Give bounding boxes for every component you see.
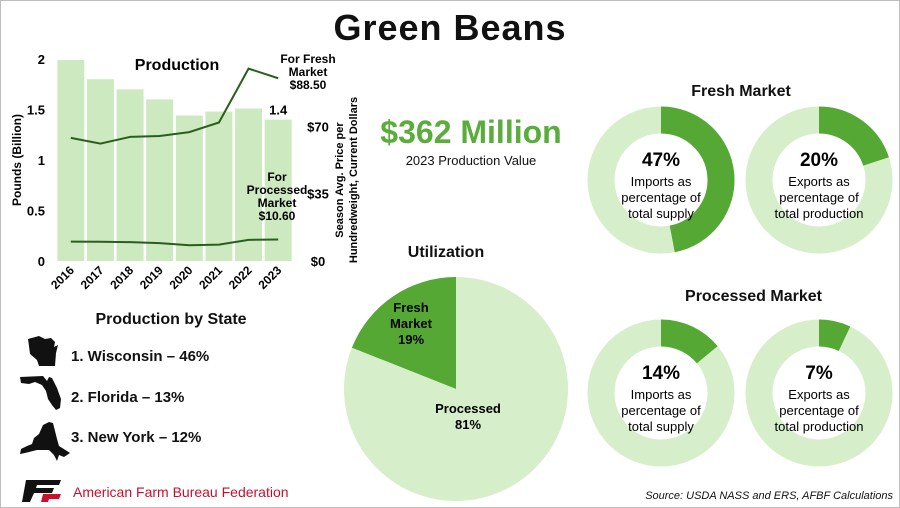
pie-slice-fresh bbox=[351, 277, 456, 389]
y-tick-label: 0 bbox=[38, 254, 45, 269]
afbf-logo-icon bbox=[22, 480, 61, 502]
source-note: Source: USDA NASS and ERS, AFBF Calculat… bbox=[645, 490, 893, 502]
processed-series-label: For Processed Market $10.60 bbox=[247, 170, 308, 223]
x-tick-label: 2021 bbox=[196, 263, 225, 292]
donut-percent: 14% bbox=[642, 363, 680, 384]
donut-arc bbox=[660, 319, 718, 364]
florida-shape-icon bbox=[20, 376, 61, 410]
trade-donuts: 47% Imports as percentage of total supply 20… bbox=[587, 106, 893, 467]
y2-tick-label: $35 bbox=[307, 187, 329, 202]
pie-label-fresh: Fresh Market 19% bbox=[390, 300, 433, 347]
fresh-series-label: For Fresh Market $88.50 bbox=[280, 52, 335, 92]
y-tick-label: 1.5 bbox=[27, 103, 45, 118]
donut-caption: Exports as percentage of total production bbox=[775, 174, 864, 221]
processed-market-title: Processed Market bbox=[685, 288, 822, 305]
y-tick-label: 1 bbox=[38, 153, 45, 168]
x-tick-label: 2023 bbox=[256, 263, 285, 292]
production-bar bbox=[235, 108, 263, 262]
x-tick-label: 2018 bbox=[107, 263, 136, 292]
x-tick-label: 2016 bbox=[48, 263, 77, 292]
donut-percent: 7% bbox=[805, 363, 833, 384]
production-bar bbox=[86, 79, 114, 261]
new-york-shape-icon bbox=[20, 422, 70, 461]
y-axis-label: Pounds (Billion) bbox=[10, 114, 24, 206]
pie-label-processed: Processed 81% bbox=[435, 401, 501, 432]
states-title: Production by State bbox=[95, 311, 247, 328]
production-chart-title: Production bbox=[135, 57, 219, 74]
fresh-price-line bbox=[70, 67, 279, 145]
x-tick-label: 2019 bbox=[137, 263, 166, 292]
donut-percent: 47% bbox=[642, 150, 680, 171]
donut-arc bbox=[660, 106, 735, 253]
y-tick-label: 0.5 bbox=[27, 204, 45, 219]
utilization-title: Utilization bbox=[407, 244, 485, 261]
production-bar bbox=[205, 111, 233, 262]
donut-arc bbox=[818, 319, 851, 352]
x-tick-label: 2022 bbox=[226, 263, 255, 292]
donut-caption: Imports as percentage of total supply bbox=[621, 387, 701, 434]
wisconsin-shape-icon bbox=[28, 336, 58, 366]
y2-axis-label: Season Avg. Price per bbox=[334, 122, 346, 238]
utilization-pie: Fresh Market 19% Processed 81% bbox=[344, 277, 568, 501]
fresh-market-title: Fresh Market bbox=[691, 83, 791, 100]
production-value-caption: 2023 Production Value bbox=[405, 153, 537, 168]
state-item-florida: 2. Florida – 13% bbox=[71, 389, 185, 406]
production-bar bbox=[116, 89, 144, 261]
organization-name: American Farm Bureau Federation bbox=[73, 484, 289, 500]
page-title: Green Beans bbox=[333, 7, 567, 48]
state-item-new-york: 3. New York – 12% bbox=[71, 429, 202, 446]
processed-price-line bbox=[70, 238, 279, 247]
donut-caption: Exports as percentage of total production bbox=[775, 387, 864, 434]
production-bar bbox=[146, 99, 174, 262]
pie-slice-processed bbox=[344, 277, 568, 501]
production-price-chart: 0 0.5 1 1.5 2 2016 2017 2018 2019 2020 2021 2022 202… bbox=[10, 52, 360, 292]
production-value: $362 Million bbox=[380, 114, 562, 150]
x-tick-label: 2017 bbox=[78, 263, 107, 292]
y2-tick-label: $0 bbox=[311, 254, 325, 269]
state-item-wisconsin: 1. Wisconsin – 46% bbox=[71, 348, 210, 365]
y2-tick-label: $70 bbox=[307, 119, 329, 134]
x-tick-label: 2020 bbox=[167, 263, 196, 292]
y2-axis-label: Hundredweight, Current Dollars bbox=[348, 97, 360, 263]
donut-caption: Imports as percentage of total supply bbox=[621, 174, 701, 221]
last-bar-label: 1.4 bbox=[269, 103, 288, 118]
production-bar bbox=[264, 119, 292, 261]
donut-percent: 20% bbox=[800, 150, 838, 171]
y-tick-label: 2 bbox=[38, 52, 45, 67]
production-bar bbox=[175, 115, 203, 261]
production-bar bbox=[57, 60, 85, 261]
donut-arc bbox=[818, 106, 889, 167]
